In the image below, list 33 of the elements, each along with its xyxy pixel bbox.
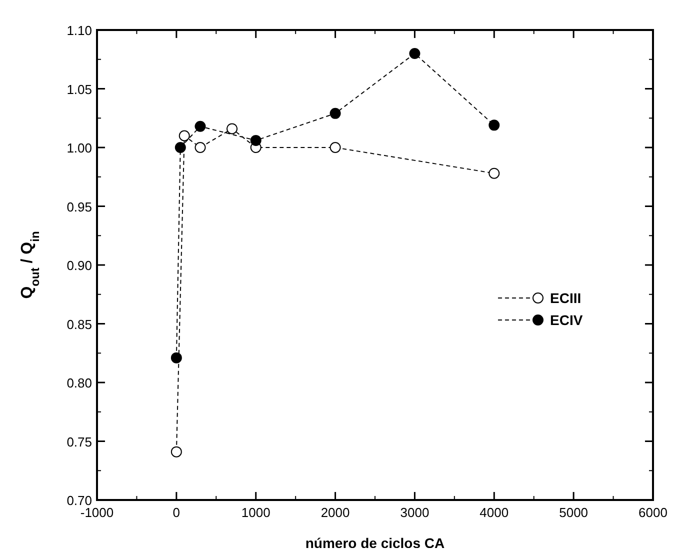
y-tick-label: 0.75 bbox=[66, 434, 92, 450]
y-tick-label: 0.70 bbox=[66, 493, 92, 508]
y-tick-label: 1.00 bbox=[66, 140, 92, 156]
point bbox=[250, 134, 262, 146]
point bbox=[170, 446, 182, 458]
point bbox=[330, 108, 341, 119]
x-axis-title: número de ciclos CA bbox=[305, 535, 445, 551]
x-tick-label: 5000 bbox=[559, 505, 588, 520]
y-tick-label: 0.95 bbox=[66, 199, 92, 214]
x-tick-label: 2000 bbox=[320, 505, 350, 520]
y-tick-label: 0.90 bbox=[66, 258, 92, 273]
point bbox=[488, 168, 500, 179]
legend-label: ECIII bbox=[550, 290, 582, 306]
point bbox=[194, 120, 206, 132]
point bbox=[330, 142, 341, 153]
point bbox=[178, 130, 190, 142]
point bbox=[170, 352, 182, 364]
point bbox=[409, 48, 420, 59]
point bbox=[488, 120, 500, 131]
point bbox=[194, 142, 206, 153]
point bbox=[226, 123, 238, 134]
legend-label: ECIV bbox=[550, 312, 584, 328]
x-tick-label: 3000 bbox=[400, 505, 430, 520]
y-tick-label: 1.10 bbox=[66, 23, 92, 38]
x-tick-label: 0 bbox=[172, 505, 180, 520]
x-tick-label: -1000 bbox=[80, 505, 114, 520]
y-tick-label: 0.80 bbox=[66, 376, 92, 390]
x-tick-label: 1000 bbox=[241, 505, 270, 520]
point bbox=[174, 142, 186, 153]
y-tick-label: 0.85 bbox=[66, 316, 92, 332]
x-tick-label: 6000 bbox=[638, 505, 668, 520]
x-tick-label: 4000 bbox=[480, 505, 509, 520]
y-tick-label: 1.05 bbox=[66, 82, 92, 97]
